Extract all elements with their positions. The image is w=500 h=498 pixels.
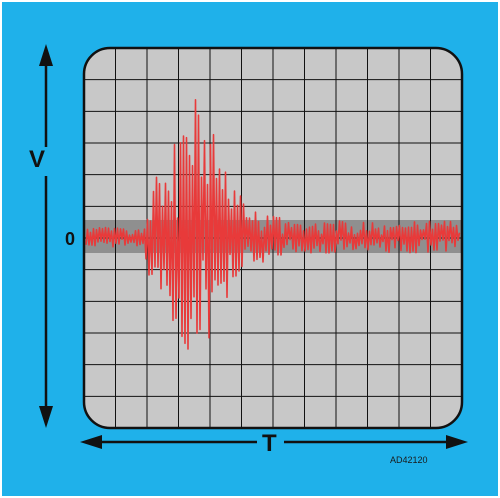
horizontal-axis-arrow	[80, 435, 468, 449]
figure-code: AD42120	[390, 455, 428, 465]
signal-trace	[85, 99, 461, 350]
zero-level-label: 0	[65, 229, 76, 249]
vertical-axis-arrow	[39, 44, 53, 428]
horizontal-axis-label: T	[262, 430, 277, 457]
screen-border	[82, 46, 464, 430]
vertical-axis-label: V	[29, 146, 46, 173]
